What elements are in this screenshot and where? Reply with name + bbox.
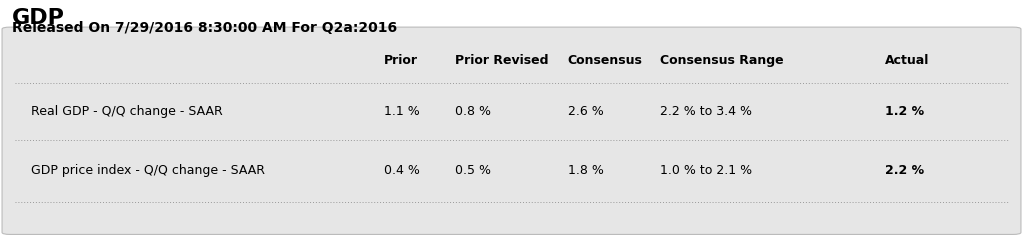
Text: Released On 7/29/2016 8:30:00 AM For Q2a:2016: Released On 7/29/2016 8:30:00 AM For Q2a… [12,21,397,35]
FancyBboxPatch shape [2,28,1021,234]
Text: GDP: GDP [12,8,65,28]
Text: 0.8 %: 0.8 % [455,105,491,118]
Text: 0.4 %: 0.4 % [384,164,419,176]
Text: GDP price index - Q/Q change - SAAR: GDP price index - Q/Q change - SAAR [31,164,265,176]
Text: Prior Revised: Prior Revised [455,54,548,66]
Text: 2.6 %: 2.6 % [568,105,604,118]
Text: 2.2 %: 2.2 % [885,164,924,176]
Text: 2.2 % to 3.4 %: 2.2 % to 3.4 % [660,105,752,118]
Text: 0.5 %: 0.5 % [455,164,491,176]
Text: 1.0 % to 2.1 %: 1.0 % to 2.1 % [660,164,752,176]
Text: Consensus: Consensus [568,54,642,66]
Text: Real GDP - Q/Q change - SAAR: Real GDP - Q/Q change - SAAR [31,105,222,118]
Text: 1.2 %: 1.2 % [885,105,924,118]
Text: 1.8 %: 1.8 % [568,164,604,176]
Text: Consensus Range: Consensus Range [660,54,784,66]
Text: Actual: Actual [885,54,929,66]
Text: Prior: Prior [384,54,417,66]
Text: 1.1 %: 1.1 % [384,105,419,118]
